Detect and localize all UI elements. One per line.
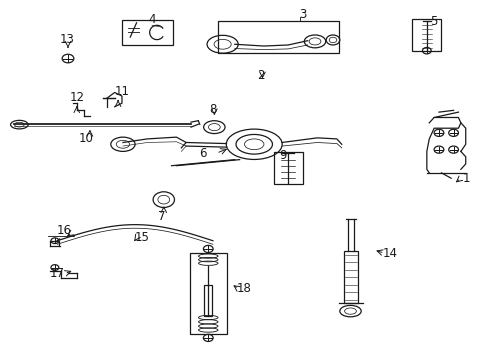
Text: 17: 17	[50, 267, 65, 280]
Text: 8: 8	[209, 103, 216, 116]
Text: 2: 2	[256, 69, 264, 82]
Text: 4: 4	[148, 13, 156, 27]
Bar	[122, 20, 173, 45]
Text: 10: 10	[79, 132, 94, 145]
Text: 7: 7	[158, 210, 165, 223]
Text: 6: 6	[199, 147, 206, 160]
Bar	[344, 251, 357, 303]
Text: 12: 12	[69, 91, 84, 104]
Bar	[217, 21, 339, 53]
Text: 1: 1	[462, 172, 469, 185]
Text: 9: 9	[279, 149, 286, 162]
Text: 16: 16	[57, 224, 72, 237]
Text: 18: 18	[237, 283, 251, 296]
Bar	[190, 253, 226, 334]
Text: 13: 13	[60, 33, 74, 46]
Text: 15: 15	[135, 231, 149, 244]
Text: 14: 14	[382, 247, 397, 260]
Bar	[411, 19, 441, 51]
Bar	[273, 152, 302, 184]
Text: 5: 5	[429, 15, 437, 28]
Bar	[204, 285, 212, 316]
Text: 3: 3	[299, 8, 306, 21]
Text: 11: 11	[114, 85, 129, 98]
